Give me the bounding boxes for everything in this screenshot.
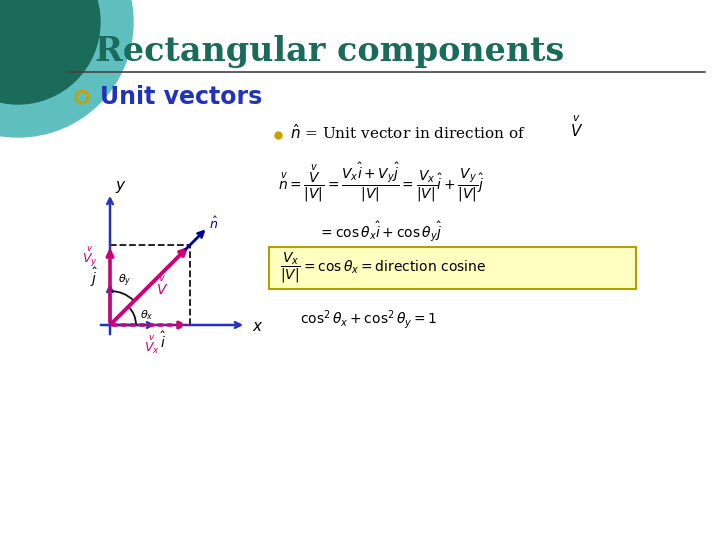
- Circle shape: [0, 0, 133, 137]
- Text: $\theta_y$: $\theta_y$: [118, 273, 132, 289]
- Text: Rectangular components: Rectangular components: [95, 35, 564, 68]
- Text: $\cos^2\theta_x + \cos^2\theta_y = 1$: $\cos^2\theta_x + \cos^2\theta_y = 1$: [300, 308, 438, 332]
- Text: $y$: $y$: [115, 179, 127, 195]
- Text: $\dfrac{V_x}{|V|} = \cos\theta_x = \mathrm{direction\ cosine}$: $\dfrac{V_x}{|V|} = \cos\theta_x = \math…: [280, 251, 486, 285]
- Text: $= \cos\theta_x\hat{i}+\cos\theta_y\hat{j}$: $= \cos\theta_x\hat{i}+\cos\theta_y\hat{…: [318, 220, 443, 244]
- Text: $\hat{i}$: $\hat{i}$: [160, 331, 166, 351]
- Text: $\hat{n}$ = Unit vector in direction of: $\hat{n}$ = Unit vector in direction of: [290, 124, 526, 143]
- Text: $x$: $x$: [253, 320, 264, 334]
- Text: $\overset{v}{n} = \dfrac{\overset{v}{V}}{|V|} = \dfrac{V_x\hat{i}+V_y\hat{j}}{|V: $\overset{v}{n} = \dfrac{\overset{v}{V}}…: [278, 160, 485, 204]
- Text: $\overset{v}{V}$: $\overset{v}{V}$: [570, 114, 583, 139]
- Text: Unit vectors: Unit vectors: [100, 85, 262, 109]
- Text: $\overset{v}{V}$: $\overset{v}{V}$: [156, 275, 168, 298]
- Text: $\hat{j}$: $\hat{j}$: [90, 265, 98, 288]
- Text: $\theta_x$: $\theta_x$: [140, 308, 153, 322]
- Circle shape: [0, 0, 100, 104]
- Text: $\overset{v}{V_x}$: $\overset{v}{V_x}$: [143, 334, 159, 356]
- FancyBboxPatch shape: [269, 247, 636, 289]
- Text: $\hat{n}$: $\hat{n}$: [210, 216, 218, 232]
- Text: $\overset{v}{V_y}$: $\overset{v}{V_y}$: [82, 245, 98, 269]
